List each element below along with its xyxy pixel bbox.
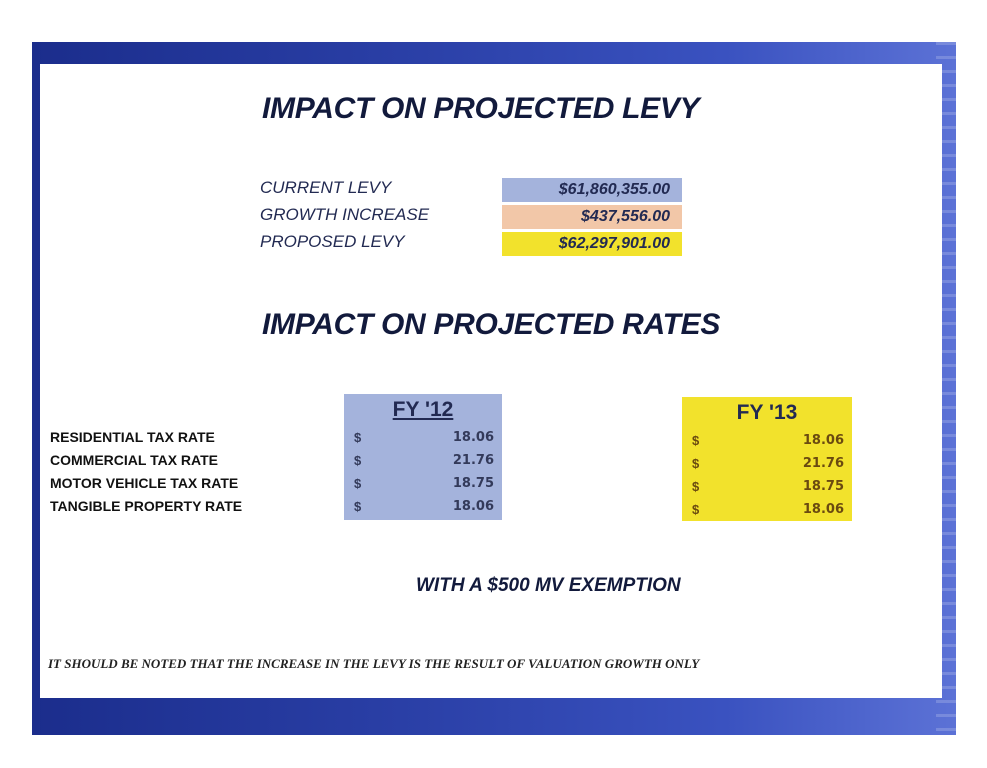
fy13-tangible-property-rate: 18.06 [802,502,844,517]
fy12-header: FY '12 [392,398,454,421]
commercial-tax-rate-label: COMMERCIAL TAX RATE [50,452,218,468]
fy13-rate-box: FY '13 $ 18.06 $ 21.76 $ 18.75 $ 18.06 [682,397,852,521]
growth-increase-label: GROWTH INCREASE [260,205,430,224]
fy12-motor-vehicle-rate: 18.75 [452,476,494,491]
dollar-sign: $ [354,476,362,491]
fy13-motor-vehicle-rate: 18.75 [802,479,844,494]
current-levy-label: CURRENT LEVY [260,178,392,197]
fy12-rate-box: FY '12 $ 18.06 $ 21.76 $ 18.75 $ 18.06 [344,394,502,520]
growth-increase-value: $437,556.00 [502,205,682,229]
current-levy-value: $61,860,355.00 [502,178,682,202]
dollar-sign: $ [692,433,700,448]
slide-panel [40,64,942,698]
fy12-residential-rate: 18.06 [452,430,494,445]
fy12-commercial-rate: 21.76 [452,453,494,468]
dollar-sign: $ [692,479,700,494]
tangible-property-rate-label: TANGIBLE PROPERTY RATE [50,498,243,514]
dollar-sign: $ [692,502,700,517]
dollar-sign: $ [692,456,700,471]
fy13-header: FY '13 [736,401,798,424]
valuation-growth-footnote: IT SHOULD BE NOTED THAT THE INCREASE IN … [48,656,700,671]
mv-exemption-note: WITH A $500 MV EXEMPTION [416,575,681,596]
fy13-commercial-rate: 21.76 [802,456,844,471]
residential-tax-rate-label: RESIDENTIAL TAX RATE [50,429,215,445]
fy13-residential-rate: 18.06 [802,433,844,448]
dollar-sign: $ [354,453,362,468]
rates-title: IMPACT ON PROJECTED RATES [262,308,721,341]
motor-vehicle-tax-rate-label: MOTOR VEHICLE TAX RATE [50,475,239,491]
proposed-levy-value: $62,297,901.00 [502,232,682,256]
fy12-tangible-property-rate: 18.06 [452,499,494,514]
dollar-sign: $ [354,430,362,445]
proposed-levy-label: PROPOSED LEVY [260,232,405,251]
dollar-sign: $ [354,499,362,514]
levy-title: IMPACT ON PROJECTED LEVY [262,92,700,125]
